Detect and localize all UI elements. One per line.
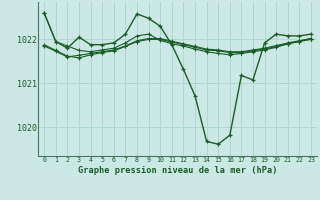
X-axis label: Graphe pression niveau de la mer (hPa): Graphe pression niveau de la mer (hPa) (78, 166, 277, 175)
